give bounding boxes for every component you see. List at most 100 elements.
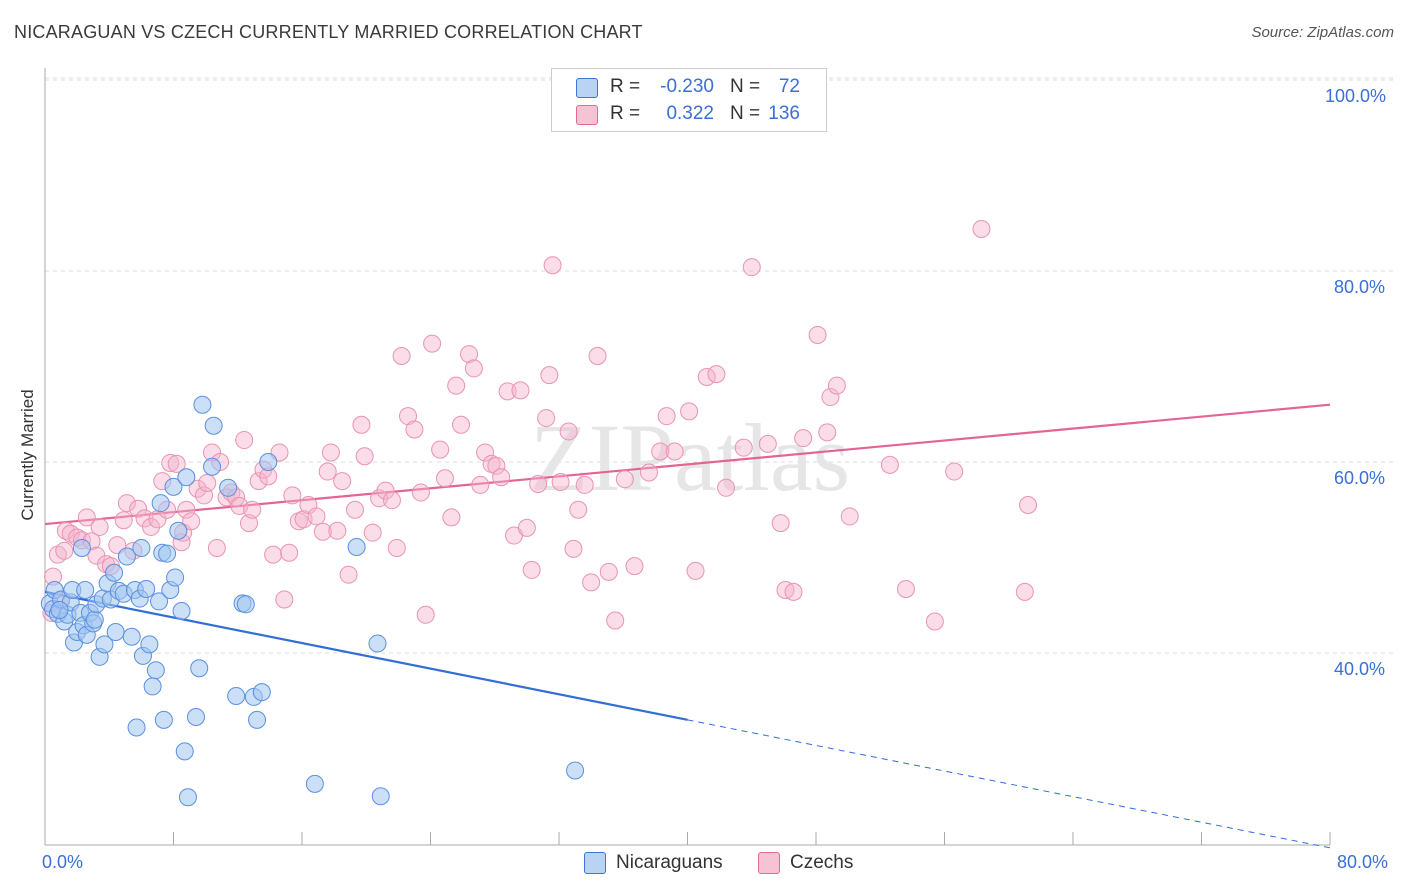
y-tick-80: 80.0%: [1334, 277, 1386, 297]
bottom-legend-czechs: Czechs: [758, 852, 853, 874]
czech-point: [582, 573, 601, 592]
czech-point: [487, 456, 506, 475]
czech-point: [665, 442, 684, 461]
czech-point: [680, 402, 699, 421]
czech-point: [511, 381, 530, 400]
czech-point: [431, 440, 450, 459]
czech-point: [117, 494, 136, 513]
czech-point: [333, 472, 352, 491]
czech-point: [794, 429, 813, 448]
czech-point: [283, 486, 302, 505]
czech-point: [471, 475, 490, 494]
bottom-legend-label: Czechs: [790, 852, 854, 873]
czech-point: [108, 536, 127, 555]
nicaraguan-point: [137, 580, 156, 599]
czech-point: [405, 420, 424, 439]
nicaraguan-point: [150, 592, 169, 611]
correlation-legend: R = -0.230 N = 72 R = 0.322 N = 136: [551, 68, 827, 132]
legend-swatch-pink: [576, 105, 598, 125]
nicaraguan-point: [347, 537, 366, 556]
nicaraguan-point: [140, 635, 159, 654]
czech-point: [569, 500, 588, 519]
czech-point: [90, 517, 109, 536]
grid-lines: [45, 77, 1395, 654]
czech-point: [625, 557, 644, 576]
nicaraguan-point: [368, 634, 387, 653]
legend-n-value: 72: [778, 76, 800, 97]
czech-point: [575, 475, 594, 494]
bottom-legend-nicaraguans: Nicaraguans: [584, 852, 723, 874]
nicaraguan-point: [105, 563, 124, 582]
czech-point: [182, 512, 201, 531]
czech-point: [77, 508, 96, 527]
czech-point: [416, 605, 435, 624]
czech-point: [275, 590, 294, 609]
chart-title: NICARAGUAN VS CZECH CURRENTLY MARRIED CO…: [14, 22, 643, 42]
nicaraguan-point: [132, 538, 151, 557]
czech-point: [540, 366, 559, 385]
nicaraguan-point: [259, 453, 278, 471]
nicaraguan-point: [248, 710, 267, 729]
nicaraguan-point: [204, 416, 223, 435]
data-points: [40, 219, 1038, 807]
bottom-legend-label: Nicaraguans: [616, 852, 723, 873]
czech-point: [827, 376, 846, 395]
czech-point: [142, 517, 161, 536]
czech-point: [1015, 582, 1034, 601]
czech-point: [177, 500, 196, 519]
x-tick-max: 80.0%: [1337, 852, 1389, 872]
nicaraguan-point: [158, 544, 177, 563]
czech-point: [588, 346, 607, 365]
czech-point: [423, 334, 442, 353]
czech-point: [387, 538, 406, 557]
czech-point: [318, 462, 337, 481]
y-axis-label: Currently Married: [18, 389, 37, 521]
czech-point: [707, 365, 726, 384]
czech-point: [1019, 495, 1038, 514]
legend-r-value: -0.230: [660, 76, 714, 97]
czech-point: [840, 507, 859, 526]
czech-point: [207, 538, 226, 557]
nicaraguan-point: [169, 521, 188, 540]
czech-point: [198, 474, 217, 493]
czech-point: [734, 438, 753, 457]
nicaraguan-trend-line: [44, 590, 688, 721]
nicaraguan-point: [305, 774, 324, 793]
nicaraguan-point: [85, 610, 104, 629]
czech-point: [307, 507, 326, 526]
czech-point: [114, 511, 133, 530]
nicaraguan-point: [252, 683, 271, 702]
czech-point: [639, 463, 658, 482]
czech-point: [464, 359, 483, 378]
czech-point: [167, 454, 186, 473]
czech-point: [328, 521, 347, 540]
nicaraguan-point: [154, 710, 173, 729]
czech-point: [442, 508, 461, 527]
nicaraguan-point: [175, 742, 194, 761]
czech-point: [447, 376, 466, 395]
source-label: Source: ZipAtlas.com: [1251, 24, 1394, 41]
legend-r-value: 0.322: [666, 103, 714, 124]
nicaraguan-point: [151, 494, 170, 513]
czech-point: [56, 521, 75, 540]
czech-point: [784, 582, 803, 601]
nicaraguan-point: [143, 677, 162, 696]
czech-point: [411, 483, 430, 502]
czech-point: [313, 522, 332, 541]
czech-point: [717, 478, 736, 497]
czech-point: [925, 612, 944, 631]
nicaraguan-point: [190, 659, 209, 678]
czech-point: [243, 500, 262, 519]
czech-point: [129, 499, 148, 518]
legend-row-nicaraguans: R = -0.230 N = 72: [552, 74, 826, 100]
nicaraguan-point: [177, 468, 196, 487]
czech-point: [363, 523, 382, 542]
axes: [44, 68, 1331, 846]
czech-point: [945, 462, 964, 481]
nicaraguan-point: [146, 661, 165, 680]
czech-point: [522, 560, 541, 579]
czech-point: [551, 473, 570, 492]
czech-point: [529, 474, 548, 493]
czech-point: [55, 541, 74, 560]
